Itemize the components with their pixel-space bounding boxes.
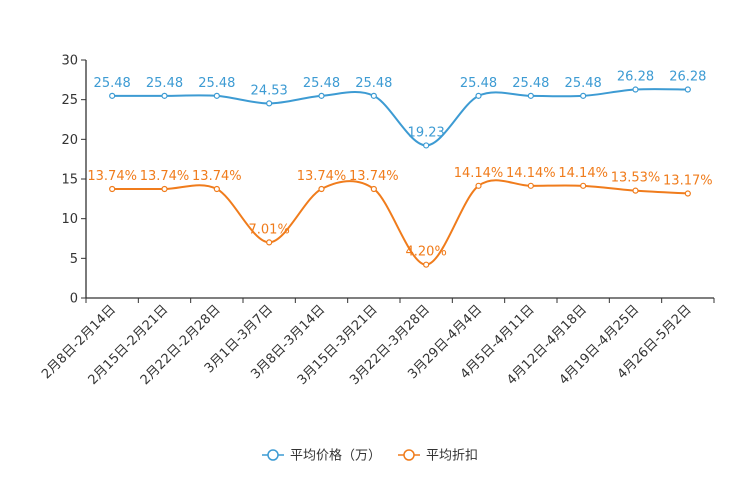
data-point[interactable] (632, 86, 639, 93)
legend-marker-icon (403, 449, 415, 461)
data-label: 13.74% (140, 169, 190, 184)
data-label: 25.48 (146, 76, 183, 91)
x-axis: 2月8日-2月14日2月15日-2月21日2月22日-2月28日3月1日-3月7… (39, 297, 715, 388)
data-label: 26.28 (617, 70, 654, 85)
series-1: 13.74% 13.74% 13.74%7.01%13.74% 13.74%4.20%… (87, 166, 713, 268)
data-label: 25.48 (565, 76, 602, 91)
legend-marker-icon (267, 449, 279, 461)
y-tick-label: 15 (61, 173, 78, 188)
series-0: 25.48 25.48 25.48 24.53 25.48 25.48 19.23 25.48… (94, 70, 706, 149)
data-point[interactable] (318, 185, 325, 193)
data-label: 25.48 (460, 76, 497, 91)
series-layer: 25.48 25.48 25.48 24.53 25.48 25.48 19.23 25.48… (87, 70, 713, 268)
data-point[interactable] (684, 86, 691, 93)
data-point[interactable] (475, 182, 482, 189)
data-point[interactable] (527, 92, 534, 99)
data-point[interactable] (423, 142, 430, 149)
data-point[interactable] (370, 185, 377, 193)
y-tick-label: 0 (70, 292, 78, 307)
y-tick-label: 10 (61, 212, 78, 227)
data-label: 13.74% (192, 169, 242, 184)
y-tick-label: 5 (70, 252, 78, 267)
legend-label: 平均折扣 (426, 449, 478, 464)
data-label: 14.14% (558, 166, 608, 181)
data-point[interactable] (632, 187, 639, 194)
data-label: 4.20% (406, 245, 447, 260)
data-point[interactable] (161, 185, 168, 193)
data-point[interactable] (580, 182, 587, 189)
data-label: 25.48 (512, 76, 549, 91)
data-label: 7.01% (249, 222, 290, 237)
data-label: 24.53 (251, 83, 288, 98)
legend: 平均价格（万） 平均折扣 (262, 448, 478, 464)
data-label: 25.48 (198, 76, 235, 91)
legend-item-0[interactable]: 平均价格（万） (262, 448, 381, 464)
data-label: 13.17% (663, 174, 713, 189)
data-point[interactable] (318, 92, 325, 99)
data-label: 13.74% (87, 169, 137, 184)
legend-item-1[interactable]: 平均折扣 (398, 449, 478, 464)
y-tick-label: 25 (61, 93, 78, 108)
data-point[interactable] (266, 239, 273, 246)
data-label: 14.14% (506, 166, 556, 181)
data-label: 13.74% (297, 169, 347, 184)
data-point[interactable] (684, 190, 691, 197)
data-point[interactable] (109, 92, 116, 99)
data-point[interactable] (580, 92, 587, 99)
data-point[interactable] (161, 92, 168, 99)
data-label: 26.28 (669, 70, 706, 85)
y-tick-label: 30 (61, 54, 78, 69)
data-label: 19.23 (408, 125, 445, 140)
series-line (112, 179, 688, 266)
data-point[interactable] (266, 100, 273, 107)
data-point[interactable] (527, 182, 534, 189)
data-point[interactable] (370, 92, 377, 99)
data-label: 25.48 (94, 76, 131, 91)
y-axis: 0 5 10 15 20 25 30 (61, 54, 87, 307)
series-line (112, 88, 688, 147)
data-point[interactable] (109, 185, 116, 193)
data-label: 14.14% (454, 166, 504, 181)
data-point[interactable] (213, 92, 220, 99)
data-point[interactable] (423, 261, 430, 268)
data-label: 25.48 (355, 76, 392, 91)
data-label: 13.53% (611, 171, 661, 186)
y-tick-label: 20 (61, 133, 78, 148)
data-label: 25.48 (303, 76, 340, 91)
legend-label: 平均价格（万） (290, 448, 381, 464)
data-label: 13.74% (349, 169, 399, 184)
data-point[interactable] (213, 185, 220, 193)
data-point[interactable] (475, 92, 482, 99)
